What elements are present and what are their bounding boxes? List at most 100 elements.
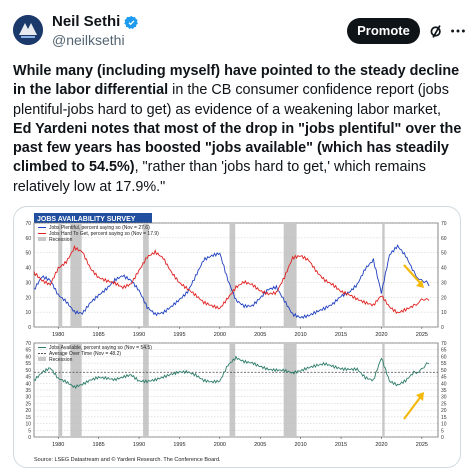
legend-label: Average Over Time (Nov = 48.2) [49, 351, 121, 357]
y-tick-right: 20 [441, 408, 447, 414]
y-tick-left: 70 [25, 221, 31, 227]
tweet-segment-1: While many (including myself) have point… [13, 63, 460, 99]
x-tick-label: 1990 [133, 442, 145, 448]
y-tick-left: 20 [25, 408, 31, 414]
promote-button[interactable]: Promote [347, 18, 420, 44]
tweet-media-chart[interactable]: JOBS AVAILABILITY SURVEY 0 0 10 10 20 20 30 30 40… [13, 206, 461, 468]
y-tick-left: 30 [25, 395, 31, 401]
tweet-segment-3: Ed Yardeni notes that most of the drop i… [13, 120, 462, 176]
y-tick-left: 40 [25, 381, 31, 387]
y-tick-right: 20 [441, 295, 447, 301]
x-tick-label: 2005 [254, 442, 266, 448]
x-tick-label: 2015 [335, 332, 347, 338]
annotation-arrowhead-up [416, 392, 424, 401]
y-tick-left: 70 [25, 341, 31, 347]
tweet-header: Neil Sethi @neilksethi Promote [0, 0, 470, 62]
tweet-segment-2: in the CB consumer confidence report (jo… [13, 82, 449, 118]
y-tick-right: 70 [441, 221, 447, 227]
y-tick-left: 50 [25, 368, 31, 374]
x-tick-label: 1985 [93, 442, 105, 448]
y-tick-right: 10 [441, 310, 447, 316]
y-tick-left: 30 [25, 280, 31, 286]
x-tick-label: 2005 [254, 332, 266, 338]
legend-label: Jobs Hard To Get, percent saying so (Nov… [49, 231, 159, 237]
grok-icon[interactable] [428, 23, 445, 40]
x-tick-label: 2000 [214, 442, 226, 448]
recession-band [229, 223, 236, 327]
x-tick-label: 2025 [416, 332, 428, 338]
y-tick-right: 0 [441, 435, 444, 441]
x-tick-label: 1985 [93, 332, 105, 338]
plot-area [33, 222, 439, 328]
annotation-arrowhead-down [416, 280, 424, 288]
y-tick-left: 20 [25, 295, 31, 301]
recession-band [143, 223, 149, 327]
x-tick-label: 2020 [375, 332, 387, 338]
x-tick-label: 1990 [133, 332, 145, 338]
chart-title: JOBS AVAILABILITY SURVEY [37, 216, 136, 223]
legend-label-recession: Recession [49, 237, 73, 243]
y-tick-right: 65 [441, 348, 447, 354]
recession-band [283, 223, 297, 327]
y-tick-left: 0 [28, 435, 31, 441]
y-tick-left: 60 [25, 354, 31, 360]
x-tick-label: 2000 [214, 332, 226, 338]
x-tick-label: 1980 [52, 442, 64, 448]
y-tick-right: 5 [441, 428, 444, 434]
y-tick-right: 55 [441, 361, 447, 367]
legend-swatch-recession [38, 237, 46, 241]
y-tick-left: 10 [25, 422, 31, 428]
verified-badge-icon [124, 15, 139, 29]
series-line-1 [33, 244, 430, 320]
tweet-segment-4: , "rather than 'jobs hard to get,' which… [13, 159, 426, 195]
y-tick-right: 30 [441, 280, 447, 286]
chart-title-bar [34, 213, 152, 223]
x-tick-label: 1995 [173, 332, 185, 338]
legend-swatch-recession [38, 357, 46, 361]
annotation-arrow-down [403, 264, 423, 286]
x-tick-label: 1980 [52, 332, 64, 338]
recession-band [70, 223, 82, 327]
y-tick-right: 60 [441, 236, 447, 242]
y-tick-right: 30 [441, 395, 447, 401]
x-tick-label: 1995 [173, 442, 185, 448]
author-handle[interactable]: @neilksethi [52, 32, 125, 48]
author-name[interactable]: Neil Sethi [52, 13, 121, 30]
y-tick-left: 10 [25, 310, 31, 316]
legend-label-recession: Recession [49, 357, 73, 363]
y-tick-right: 10 [441, 422, 447, 428]
y-tick-left: 25 [25, 401, 31, 407]
y-tick-right: 40 [441, 266, 447, 272]
y-tick-right: 35 [441, 388, 447, 394]
recession-band [58, 343, 63, 437]
y-tick-right: 45 [441, 375, 447, 381]
x-tick-label: 2025 [416, 442, 428, 448]
y-tick-right: 60 [441, 354, 447, 360]
x-tick-label: 2010 [295, 332, 307, 338]
y-tick-left: 60 [25, 236, 31, 242]
y-tick-right: 70 [441, 341, 447, 347]
avatar[interactable] [13, 15, 43, 45]
y-tick-right: 15 [441, 415, 447, 421]
y-tick-left: 50 [25, 251, 31, 257]
y-tick-right: 25 [441, 401, 447, 407]
x-tick-label: 2010 [295, 442, 307, 448]
y-tick-left: 15 [25, 415, 31, 421]
y-tick-left: 45 [25, 375, 31, 381]
more-options-icon[interactable] [449, 22, 467, 40]
y-tick-right: 0 [441, 325, 444, 331]
recession-band [382, 223, 385, 327]
y-tick-right: 50 [441, 251, 447, 257]
y-tick-left: 5 [28, 428, 31, 434]
y-tick-left: 40 [25, 266, 31, 272]
y-tick-right: 50 [441, 368, 447, 374]
series-line-1 [33, 355, 430, 389]
tweet-text: While many (including myself) have point… [13, 62, 463, 197]
legend-label: Jobs Plentiful, percent saying so (Nov =… [49, 225, 150, 231]
legend-label: Jobs Available, percent saying so (Nov =… [49, 345, 152, 351]
recession-band [58, 223, 63, 327]
series-line-2 [33, 244, 430, 314]
